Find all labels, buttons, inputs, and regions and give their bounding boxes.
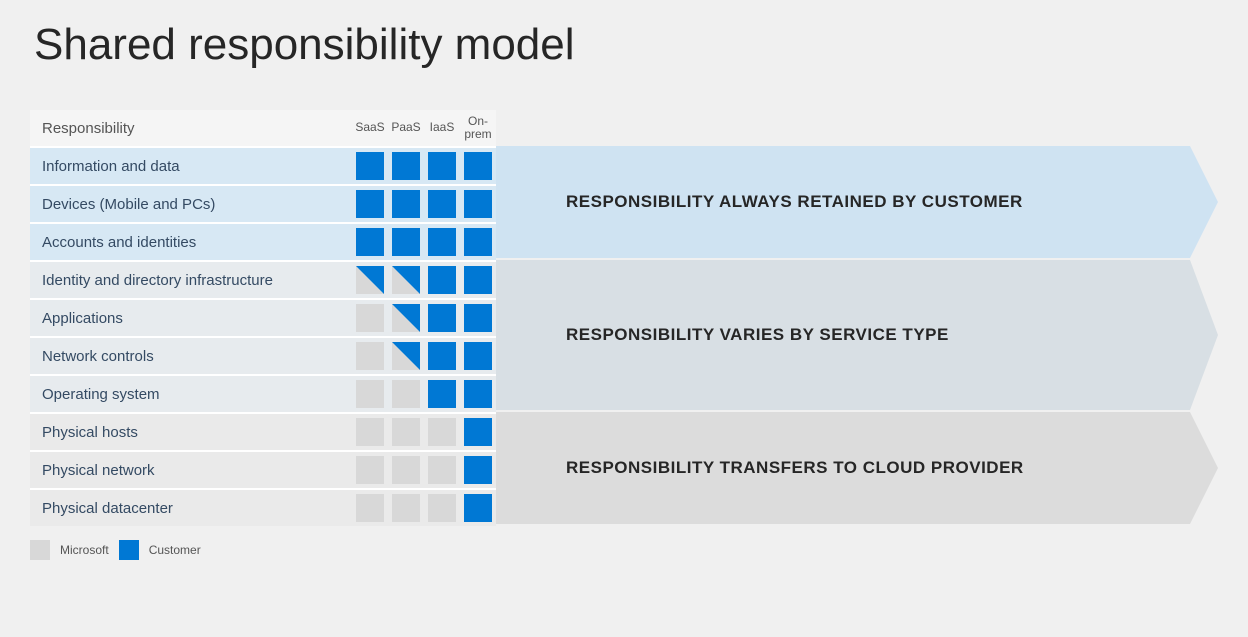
matrix-cell xyxy=(424,260,460,298)
page-title: Shared responsibility model xyxy=(34,20,1218,70)
legend-label-customer: Customer xyxy=(149,543,201,557)
matrix-cell xyxy=(460,374,496,412)
table-row: Devices (Mobile and PCs) xyxy=(30,184,496,222)
matrix-cell xyxy=(352,488,388,526)
arrow-label: RESPONSIBILITY TRANSFERS TO CLOUD PROVID… xyxy=(566,458,1024,478)
matrix-cell xyxy=(352,260,388,298)
matrix-cell xyxy=(424,146,460,184)
row-label: Operating system xyxy=(30,374,352,412)
legend-swatch-customer xyxy=(119,540,139,560)
row-label: Network controls xyxy=(30,336,352,374)
matrix-cell xyxy=(460,146,496,184)
diagram-root: Shared responsibility model Responsibili… xyxy=(0,0,1248,637)
row-label: Accounts and identities xyxy=(30,222,352,260)
matrix-cell xyxy=(460,488,496,526)
matrix-cell xyxy=(388,222,424,260)
matrix-cell xyxy=(388,298,424,336)
matrix-cell xyxy=(388,184,424,222)
matrix-cell xyxy=(388,450,424,488)
matrix-cell xyxy=(352,184,388,222)
legend-label-microsoft: Microsoft xyxy=(60,543,109,557)
legend-swatch-microsoft xyxy=(30,540,50,560)
table-header-row: Responsibility SaaS PaaS IaaS On- prem xyxy=(30,110,496,146)
row-label: Physical datacenter xyxy=(30,488,352,526)
table-row: Applications xyxy=(30,298,496,336)
matrix-cell xyxy=(460,336,496,374)
header-iaas: IaaS xyxy=(424,110,460,146)
table-row: Network controls xyxy=(30,336,496,374)
header-saas: SaaS xyxy=(352,110,388,146)
table-row: Physical datacenter xyxy=(30,488,496,526)
matrix-cell xyxy=(424,450,460,488)
responsibility-table: Responsibility SaaS PaaS IaaS On- prem I… xyxy=(30,110,496,526)
matrix-cell xyxy=(388,336,424,374)
table-body: Information and dataDevices (Mobile and … xyxy=(30,146,496,526)
row-label: Information and data xyxy=(30,146,352,184)
row-label: Identity and directory infrastructure xyxy=(30,260,352,298)
matrix-cell xyxy=(352,146,388,184)
matrix-cell xyxy=(388,146,424,184)
matrix-cell xyxy=(424,374,460,412)
table-row: Accounts and identities xyxy=(30,222,496,260)
matrix-cell xyxy=(352,222,388,260)
chevron-right-icon xyxy=(1190,260,1218,410)
table-row: Physical network xyxy=(30,450,496,488)
row-label: Physical network xyxy=(30,450,352,488)
matrix-cell xyxy=(460,298,496,336)
matrix-cell xyxy=(388,374,424,412)
matrix-cell xyxy=(424,412,460,450)
matrix-cell xyxy=(460,184,496,222)
matrix-cell xyxy=(460,450,496,488)
matrix-cell xyxy=(352,298,388,336)
matrix-cell xyxy=(388,488,424,526)
matrix-cell xyxy=(352,412,388,450)
header-paas: PaaS xyxy=(388,110,424,146)
row-label: Devices (Mobile and PCs) xyxy=(30,184,352,222)
arrow-band: RESPONSIBILITY TRANSFERS TO CLOUD PROVID… xyxy=(496,412,1218,524)
matrix-cell xyxy=(388,412,424,450)
matrix-cell xyxy=(352,374,388,412)
table-row: Identity and directory infrastructure xyxy=(30,260,496,298)
row-label: Applications xyxy=(30,298,352,336)
matrix-cell xyxy=(460,412,496,450)
header-responsibility: Responsibility xyxy=(30,110,352,146)
matrix-cell xyxy=(460,260,496,298)
matrix-cell xyxy=(460,222,496,260)
matrix-cell xyxy=(352,450,388,488)
content-area: Responsibility SaaS PaaS IaaS On- prem I… xyxy=(30,110,1218,526)
matrix-cell xyxy=(352,336,388,374)
matrix-cell xyxy=(424,222,460,260)
table-row: Operating system xyxy=(30,374,496,412)
matrix-cell xyxy=(424,298,460,336)
chevron-right-icon xyxy=(1190,146,1218,258)
arrow-band: RESPONSIBILITY VARIES BY SERVICE TYPE xyxy=(496,260,1218,410)
matrix-cell xyxy=(424,336,460,374)
matrix-cell xyxy=(424,488,460,526)
table-row: Information and data xyxy=(30,146,496,184)
chevron-right-icon xyxy=(1190,412,1218,524)
arrow-band: RESPONSIBILITY ALWAYS RETAINED BY CUSTOM… xyxy=(496,146,1218,258)
arrow-bands: RESPONSIBILITY ALWAYS RETAINED BY CUSTOM… xyxy=(496,110,1218,526)
matrix-cell xyxy=(388,260,424,298)
header-onprem: On- prem xyxy=(460,110,496,146)
matrix-cell xyxy=(424,184,460,222)
arrow-label: RESPONSIBILITY ALWAYS RETAINED BY CUSTOM… xyxy=(566,192,1023,212)
table-row: Physical hosts xyxy=(30,412,496,450)
legend: Microsoft Customer xyxy=(30,540,1218,560)
row-label: Physical hosts xyxy=(30,412,352,450)
arrow-label: RESPONSIBILITY VARIES BY SERVICE TYPE xyxy=(566,325,949,345)
